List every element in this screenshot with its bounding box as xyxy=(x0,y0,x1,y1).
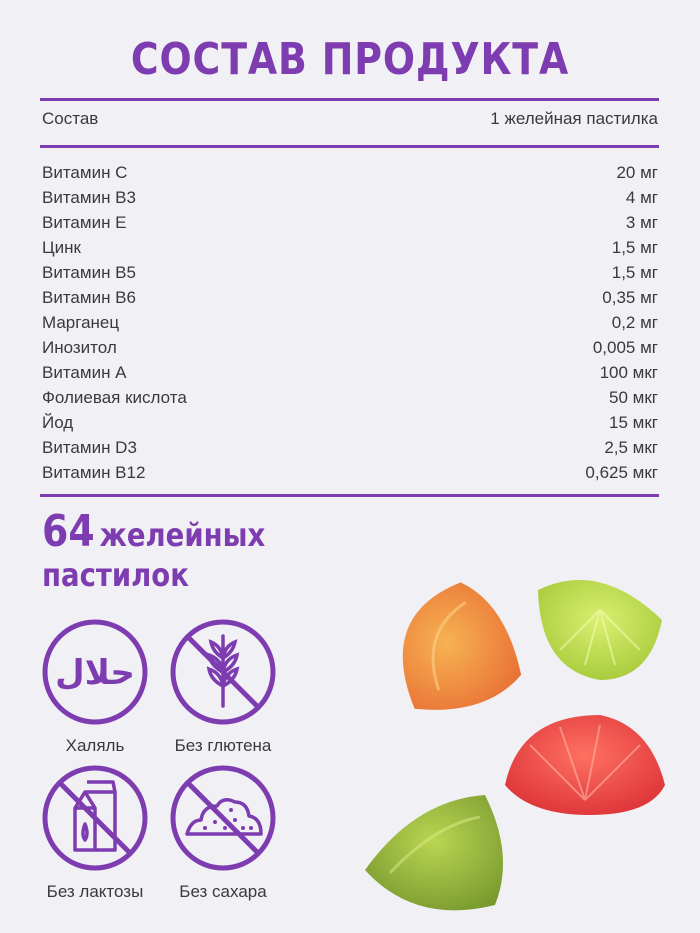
table-row: Витамин В6 0,35 мг xyxy=(42,285,658,310)
svg-text:حلال: حلال xyxy=(55,653,135,693)
row-value: 2,5 мкг xyxy=(604,438,658,457)
no-sugar-icon xyxy=(170,765,276,871)
row-name: Йод xyxy=(42,413,74,432)
table-row: Витамин С 20 мг xyxy=(42,160,658,185)
row-value: 0,625 мкг xyxy=(585,463,658,482)
row-name: Витамин А xyxy=(42,363,127,382)
table-row: Марганец 0,2 мг xyxy=(42,310,658,335)
pieces-word-2: пастилок xyxy=(42,556,189,595)
row-name: Витамин С xyxy=(42,163,128,182)
table-row: Витамин D3 2,5 мкг xyxy=(42,435,658,460)
divider-header xyxy=(40,145,659,148)
badge-label: Без сахара xyxy=(179,882,267,901)
red-gummy xyxy=(505,715,665,815)
badge-no-lactose: Без лактозы xyxy=(40,764,150,902)
row-name: Витамин В12 xyxy=(42,463,146,482)
header-left: Состав xyxy=(42,109,99,128)
halal-icon: حلال xyxy=(42,619,148,725)
pieces-number: 64 xyxy=(42,506,95,557)
row-name: Витамин В3 xyxy=(42,188,136,207)
orange-gummy xyxy=(402,582,522,710)
pieces-word-1: желейных xyxy=(99,516,266,554)
no-gluten-icon xyxy=(170,619,276,725)
row-value: 15 мкг xyxy=(609,413,658,432)
gummy-candies-image xyxy=(365,580,665,911)
row-name: Витамин Е xyxy=(42,213,127,232)
row-value: 0,35 мг xyxy=(602,288,658,307)
row-value: 0,005 мг xyxy=(592,338,658,357)
divider-bottom xyxy=(40,494,659,497)
divider-top xyxy=(40,98,659,101)
row-value: 100 мкг xyxy=(599,363,658,382)
row-value: 1,5 мг xyxy=(611,238,658,257)
row-name: Цинк xyxy=(42,238,81,257)
row-value: 0,2 мг xyxy=(611,313,658,332)
badge-label: Без глютена xyxy=(174,736,272,755)
row-value: 4 мг xyxy=(625,188,658,207)
lime-gummy xyxy=(538,580,662,680)
badge-label: Без лактозы xyxy=(46,882,144,901)
badge-label: Халяль xyxy=(65,736,125,755)
table-row: Цинк 1,5 мг xyxy=(42,235,658,260)
badge-no-gluten: Без глютена xyxy=(168,618,278,756)
row-name: Витамин В6 xyxy=(42,288,136,307)
table-row: Витамин В3 4 мг xyxy=(42,185,658,210)
table-row: Витамин В12 0,625 мкг xyxy=(42,460,658,485)
row-name: Витамин В5 xyxy=(42,263,136,282)
table-row: Витамин А 100 мкг xyxy=(42,360,658,385)
badge-no-sugar: Без сахара xyxy=(168,764,278,902)
page-title: СОСТАВ ПРОДУКТА xyxy=(130,34,570,85)
row-value: 3 мг xyxy=(625,213,658,232)
row-value: 20 мг xyxy=(616,163,658,182)
table-header: Состав 1 желейная пастилка xyxy=(42,109,658,129)
pieces-count: 64 желейных пастилок xyxy=(42,506,266,595)
table-row: Витамин Е 3 мг xyxy=(42,210,658,235)
table-row: Витамин В5 1,5 мг xyxy=(42,260,658,285)
header-right: 1 желейная пастилка xyxy=(490,109,658,128)
row-name: Инозитол xyxy=(42,338,117,357)
no-lactose-icon xyxy=(42,765,148,871)
row-name: Витамин D3 xyxy=(42,438,137,457)
green-gummy xyxy=(365,795,503,911)
row-name: Марганец xyxy=(42,313,120,332)
table-row: Фолиевая кислота 50 мкг xyxy=(42,385,658,410)
table-row: Инозитол 0,005 мг xyxy=(42,335,658,360)
table-row: Йод 15 мкг xyxy=(42,410,658,435)
row-name: Фолиевая кислота xyxy=(42,388,187,407)
badge-halal: حلال Халяль xyxy=(40,618,150,756)
row-value: 1,5 мг xyxy=(611,263,658,282)
row-value: 50 мкг xyxy=(609,388,658,407)
composition-table: Витамин С 20 мг Витамин В3 4 мг Витамин Е 3… xyxy=(42,160,658,485)
